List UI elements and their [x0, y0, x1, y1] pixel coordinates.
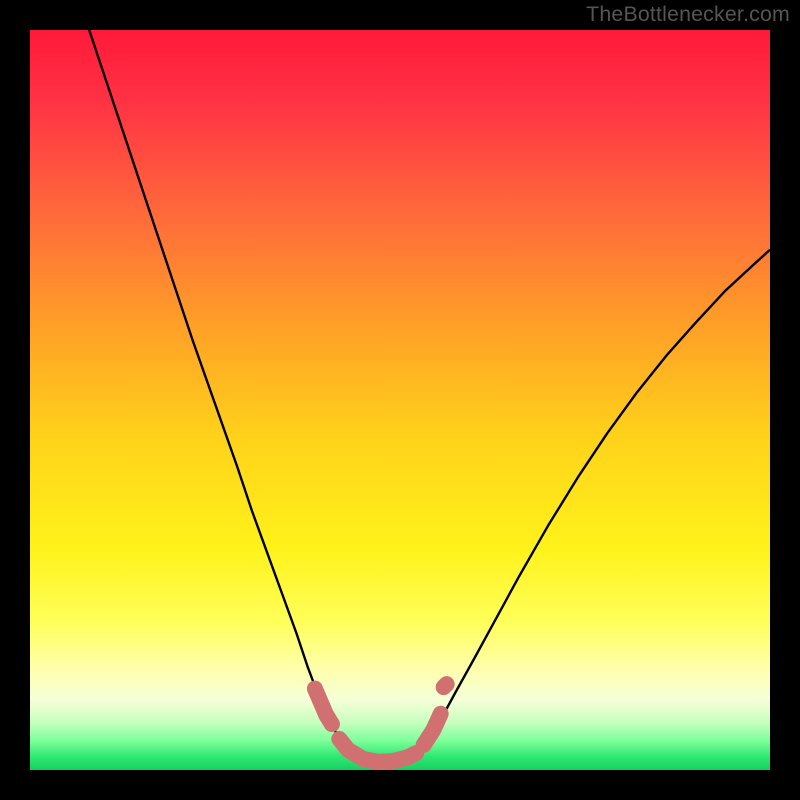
chart-plot-area — [30, 30, 770, 770]
trough-highlight-segment — [315, 689, 332, 725]
chart-overlay-svg — [30, 30, 770, 770]
chart-frame — [0, 0, 800, 800]
trough-highlight-segment — [424, 714, 441, 745]
bottleneck-curve — [89, 30, 770, 763]
trough-highlight-segment — [444, 684, 447, 687]
trough-highlight-segment — [339, 739, 416, 762]
